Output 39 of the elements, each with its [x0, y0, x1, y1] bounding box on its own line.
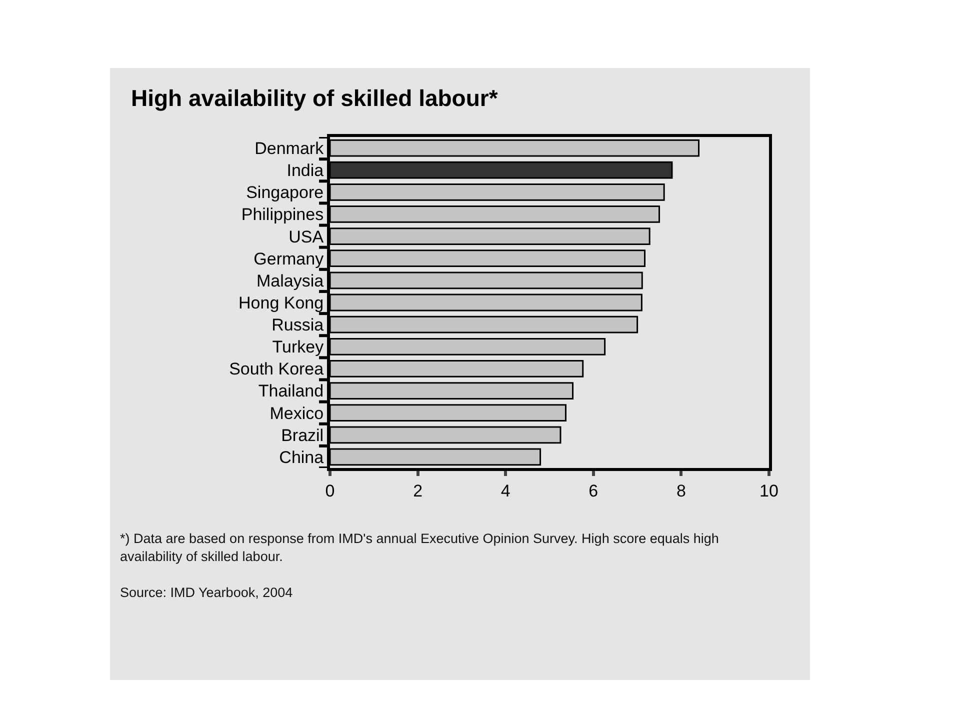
y-tick-label: Malaysia: [256, 271, 324, 290]
x-tick-label: 8: [676, 481, 686, 500]
y-tick-label: Russia: [272, 316, 324, 335]
bar: [330, 139, 700, 157]
y-tick-label: Mexico: [270, 404, 324, 423]
x-tick-label: 4: [500, 481, 510, 500]
y-tick-label: Hong Kong: [238, 293, 324, 312]
bar: [330, 448, 542, 466]
text: *) Data are based on response from IMD's annual Executive Opinion Survey. High score equals high availability of skilled labour.: [120, 530, 720, 566]
bar: [330, 316, 638, 334]
bar: [330, 382, 574, 400]
bar: [330, 161, 673, 179]
bar: [330, 426, 562, 444]
y-tick-label: China: [279, 448, 324, 467]
y-tick-label: Denmark: [254, 138, 324, 158]
y-tick-label: Philippines: [241, 205, 324, 224]
y-tick-label: Germany: [254, 249, 324, 268]
bar: [330, 404, 566, 422]
y-tick-label: Brazil: [281, 426, 324, 445]
y-tick-label: Turkey: [272, 338, 324, 357]
source-note: Source: IMD Yearbook, 2004: [120, 584, 294, 602]
x-tick-label: 0: [325, 481, 335, 500]
y-tick-label: USA: [288, 227, 324, 246]
bar: [330, 250, 646, 268]
bar: [330, 294, 642, 312]
x-tick-label: 2: [413, 481, 423, 500]
y-tick-label: Thailand: [258, 382, 324, 401]
bar: [330, 338, 606, 356]
bar: [330, 183, 665, 201]
bar: [330, 206, 660, 223]
bar: [330, 272, 643, 290]
bar: [330, 360, 584, 378]
y-tick-label: South Korea: [229, 360, 324, 379]
y-tick-label: Singapore: [246, 183, 324, 202]
y-tick-label: India: [286, 161, 324, 180]
x-tick-label: 10: [760, 481, 778, 500]
bar: [330, 228, 650, 245]
x-tick-label: 6: [588, 481, 598, 500]
chart-title: High availability of skilled labour*: [131, 85, 498, 112]
